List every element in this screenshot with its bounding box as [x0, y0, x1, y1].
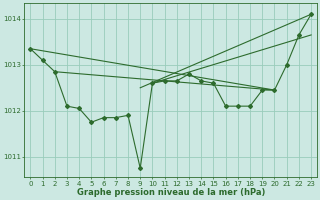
X-axis label: Graphe pression niveau de la mer (hPa): Graphe pression niveau de la mer (hPa) [76, 188, 265, 197]
